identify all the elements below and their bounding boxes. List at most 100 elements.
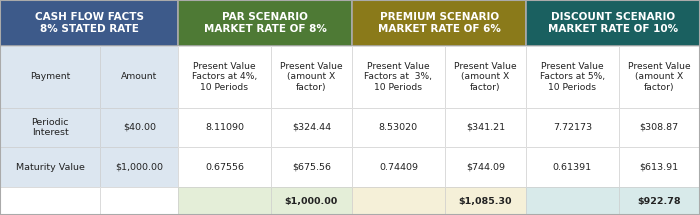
Text: Maturity Value: Maturity Value bbox=[16, 163, 85, 172]
Bar bbox=[0, 0, 178, 46]
Text: $675.56: $675.56 bbox=[292, 163, 331, 172]
Text: Present Value
Factors at  3%,
10 Periods: Present Value Factors at 3%, 10 Periods bbox=[365, 62, 433, 92]
Text: $308.87: $308.87 bbox=[640, 123, 679, 132]
Bar bbox=[619, 147, 700, 187]
Bar bbox=[178, 108, 271, 147]
Bar bbox=[178, 147, 271, 187]
Bar bbox=[352, 108, 444, 147]
Bar bbox=[0, 108, 100, 147]
Bar bbox=[526, 147, 619, 187]
Bar bbox=[0, 46, 100, 108]
Bar bbox=[619, 46, 700, 108]
Bar bbox=[526, 0, 700, 46]
Bar bbox=[178, 46, 271, 108]
Text: Periodic
Interest: Periodic Interest bbox=[32, 118, 69, 137]
Bar bbox=[271, 147, 352, 187]
Text: Present Value
(amount X
factor): Present Value (amount X factor) bbox=[628, 62, 691, 92]
Bar bbox=[0, 187, 100, 215]
Bar bbox=[444, 46, 526, 108]
Bar bbox=[619, 187, 700, 215]
Bar bbox=[0, 187, 100, 215]
Bar bbox=[526, 187, 619, 215]
Bar bbox=[526, 46, 619, 108]
Bar bbox=[271, 46, 352, 108]
Bar bbox=[526, 46, 619, 108]
Bar bbox=[178, 0, 352, 46]
Bar bbox=[352, 147, 444, 187]
Bar bbox=[619, 108, 700, 147]
Text: $40.00: $40.00 bbox=[122, 123, 156, 132]
Bar bbox=[100, 108, 178, 147]
Text: $1,000.00: $1,000.00 bbox=[116, 163, 163, 172]
Bar bbox=[526, 108, 619, 147]
Bar bbox=[352, 0, 526, 46]
Text: 0.61391: 0.61391 bbox=[553, 163, 592, 172]
Bar bbox=[526, 0, 700, 46]
Bar bbox=[352, 187, 444, 215]
Bar bbox=[0, 147, 100, 187]
Bar bbox=[0, 108, 100, 147]
Text: DISCOUNT SCENARIO
MARKET RATE OF 10%: DISCOUNT SCENARIO MARKET RATE OF 10% bbox=[548, 12, 678, 34]
Text: Amount: Amount bbox=[121, 72, 158, 81]
Bar bbox=[271, 187, 352, 215]
Bar bbox=[619, 187, 700, 215]
Text: Present Value
Factors at 4%,
10 Periods: Present Value Factors at 4%, 10 Periods bbox=[192, 62, 257, 92]
Bar bbox=[100, 187, 178, 215]
Text: $341.21: $341.21 bbox=[466, 123, 505, 132]
Bar bbox=[444, 187, 526, 215]
Bar bbox=[178, 46, 271, 108]
Bar bbox=[271, 108, 352, 147]
Text: Present Value
(amount X
factor): Present Value (amount X factor) bbox=[454, 62, 517, 92]
Text: $744.09: $744.09 bbox=[466, 163, 505, 172]
Bar bbox=[526, 147, 619, 187]
Bar bbox=[0, 147, 100, 187]
Bar bbox=[619, 46, 700, 108]
Bar bbox=[100, 46, 178, 108]
Bar bbox=[352, 0, 526, 46]
Bar bbox=[526, 108, 619, 147]
Text: 8.11090: 8.11090 bbox=[205, 123, 244, 132]
Text: Present Value
(amount X
factor): Present Value (amount X factor) bbox=[280, 62, 343, 92]
Bar bbox=[100, 147, 178, 187]
Bar bbox=[100, 46, 178, 108]
Bar bbox=[178, 108, 271, 147]
Bar bbox=[0, 0, 178, 46]
Text: 0.74409: 0.74409 bbox=[379, 163, 418, 172]
Bar bbox=[444, 147, 526, 187]
Text: 8.53020: 8.53020 bbox=[379, 123, 418, 132]
Text: $324.44: $324.44 bbox=[292, 123, 331, 132]
Text: 0.67556: 0.67556 bbox=[205, 163, 244, 172]
Text: $1,000.00: $1,000.00 bbox=[285, 197, 338, 206]
Bar bbox=[444, 46, 526, 108]
Bar bbox=[178, 187, 271, 215]
Bar bbox=[178, 0, 352, 46]
Bar bbox=[352, 147, 444, 187]
Bar bbox=[526, 187, 619, 215]
Bar bbox=[352, 108, 444, 147]
Bar bbox=[271, 187, 352, 215]
Text: PREMIUM SCENARIO
MARKET RATE OF 6%: PREMIUM SCENARIO MARKET RATE OF 6% bbox=[378, 12, 500, 34]
Bar bbox=[619, 108, 700, 147]
Bar bbox=[352, 187, 444, 215]
Text: 7.72173: 7.72173 bbox=[553, 123, 592, 132]
Bar bbox=[100, 187, 178, 215]
Text: Payment: Payment bbox=[30, 72, 70, 81]
Text: $613.91: $613.91 bbox=[640, 163, 679, 172]
Bar bbox=[352, 46, 444, 108]
Bar bbox=[619, 147, 700, 187]
Bar bbox=[0, 46, 100, 108]
Bar bbox=[444, 108, 526, 147]
Bar bbox=[178, 147, 271, 187]
Text: $922.78: $922.78 bbox=[638, 197, 681, 206]
Bar bbox=[352, 46, 444, 108]
Text: CASH FLOW FACTS
8% STATED RATE: CASH FLOW FACTS 8% STATED RATE bbox=[34, 12, 143, 34]
Bar bbox=[444, 187, 526, 215]
Text: Present Value
Factors at 5%,
10 Periods: Present Value Factors at 5%, 10 Periods bbox=[540, 62, 605, 92]
Bar bbox=[271, 46, 352, 108]
Bar bbox=[100, 147, 178, 187]
Bar bbox=[100, 108, 178, 147]
Bar bbox=[271, 147, 352, 187]
Bar bbox=[444, 108, 526, 147]
Bar bbox=[178, 187, 271, 215]
Bar bbox=[271, 108, 352, 147]
